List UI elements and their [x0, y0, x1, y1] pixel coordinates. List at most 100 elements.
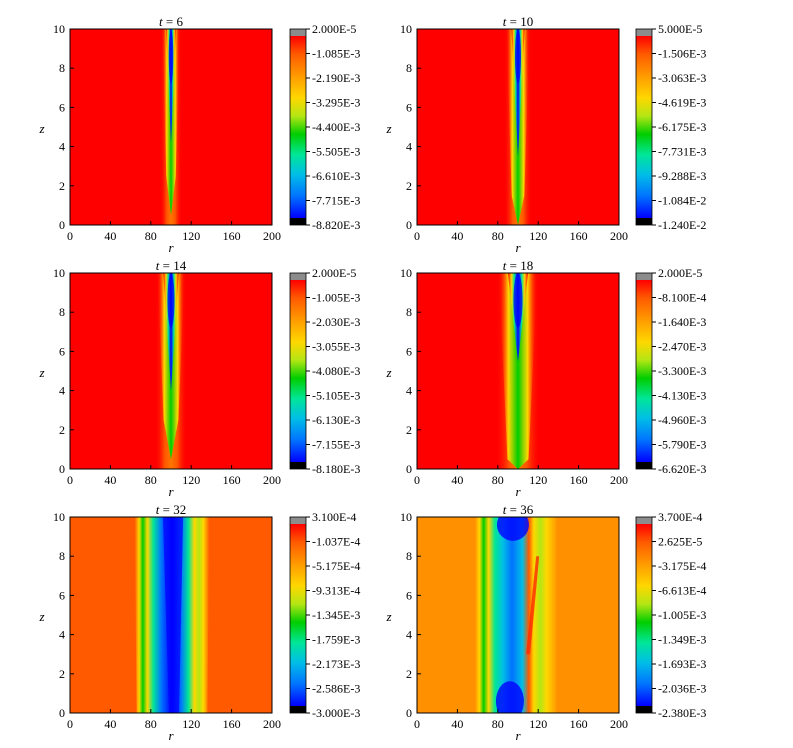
heatmap-field — [70, 517, 272, 713]
y-tick-label: 4 — [59, 384, 65, 398]
panel-title-value: = 36 — [506, 502, 533, 517]
y-tick-label: 0 — [406, 462, 412, 476]
y-tick-label: 6 — [59, 588, 65, 602]
y-tick-label: 4 — [59, 628, 65, 642]
y-tick-label: 10 — [53, 22, 65, 36]
colorbar-label: -5.175E-4 — [312, 559, 360, 573]
y-tick-label: 2 — [406, 667, 412, 681]
colorbar-label: -6.175E-3 — [658, 120, 706, 134]
colorbar-bottom-swatch — [636, 462, 652, 469]
x-axis-label: r — [168, 240, 174, 255]
colorbar-label: -3.300E-3 — [658, 364, 706, 378]
heatmap-field — [417, 29, 619, 225]
y-axis-label: z — [38, 365, 44, 380]
colorbar-label: -7.155E-3 — [312, 438, 360, 452]
colorbar-label: -2.470E-3 — [658, 340, 706, 354]
x-tick-label: 0 — [414, 229, 420, 243]
colorbar-top-swatch — [290, 517, 306, 524]
colorbar-label: -1.037E-4 — [312, 535, 360, 549]
panel-title-value: = 6 — [163, 14, 184, 29]
y-axis-label: z — [385, 365, 391, 380]
x-tick-label: 160 — [223, 473, 241, 487]
x-axis-label: r — [515, 728, 521, 743]
y-tick-label: 10 — [53, 266, 65, 280]
panel-title: t = 36 — [503, 502, 534, 517]
colorbar-label: -3.000E-3 — [312, 706, 360, 720]
panel-title-var: t — [156, 502, 160, 517]
y-tick-label: 8 — [406, 305, 412, 319]
panel-title-value: = 32 — [159, 502, 186, 517]
x-tick-label: 120 — [182, 717, 200, 731]
heatmap-field — [417, 517, 619, 713]
panel-title: t = 10 — [503, 14, 533, 29]
y-tick-label: 8 — [406, 61, 412, 75]
y-tick-label: 0 — [406, 218, 412, 232]
panel-t-14: 0 40 80 120 160 200 0 2 4 6 8 10 r z t = 14 2.000E-5 -1.… — [38, 258, 360, 499]
colorbar-ramp — [290, 36, 306, 218]
y-tick-label: 8 — [406, 549, 412, 563]
x-axis-label: r — [515, 484, 521, 499]
colorbar-ramp — [636, 36, 652, 218]
colorbar-label: -2.190E-3 — [312, 71, 360, 85]
panel-title: t = 6 — [159, 14, 183, 29]
core-minimum-top — [496, 517, 529, 541]
colorbar: 3.100E-4 -1.037E-4 -5.175E-4 -9.313E-4 -1.34… — [289, 510, 360, 720]
colorbar-label: -1.640E-3 — [658, 315, 706, 329]
colorbar-label: 2.000E-5 — [658, 266, 702, 280]
heatmap-field — [70, 273, 272, 469]
y-tick-label: 0 — [59, 218, 65, 232]
colorbar-label: -1.759E-3 — [312, 633, 360, 647]
y-tick-label: 6 — [406, 344, 412, 358]
colorbar-label: -8.820E-3 — [312, 218, 360, 232]
x-tick-label: 200 — [263, 473, 281, 487]
core-region — [475, 517, 557, 713]
panel-title: t = 32 — [156, 502, 186, 517]
colorbar-label: 3.100E-4 — [312, 510, 356, 524]
core-minimum-bottom — [495, 681, 524, 713]
colorbar-bottom-swatch — [636, 706, 652, 713]
colorbar-label: -4.960E-3 — [658, 413, 706, 427]
colorbar-bottom-swatch — [290, 706, 306, 713]
colorbar-label: -7.731E-3 — [658, 145, 706, 159]
plot-frame — [416, 28, 620, 226]
colorbar-label: -3.175E-4 — [658, 559, 706, 573]
y-tick-label: 0 — [406, 706, 412, 720]
core-minimum — [168, 29, 174, 84]
panel-title-var: t — [156, 258, 160, 273]
colorbar-bottom-swatch — [290, 218, 306, 225]
colorbar-label: -7.715E-3 — [312, 194, 360, 208]
panel-title-value: = 10 — [506, 14, 533, 29]
colorbar-label: -4.400E-3 — [312, 120, 360, 134]
x-tick-label: 40 — [104, 229, 116, 243]
x-tick-label: 80 — [492, 229, 504, 243]
y-tick-label: 0 — [59, 706, 65, 720]
x-tick-label: 80 — [492, 717, 504, 731]
x-tick-label: 40 — [104, 717, 116, 731]
y-tick-label: 8 — [59, 61, 65, 75]
panel-t-36: 0 40 80 120 160 200 0 2 4 6 8 10 r z t = 36 3.700E-4 2.6… — [385, 502, 706, 743]
colorbar-label: 3.700E-4 — [658, 510, 702, 524]
x-tick-label: 40 — [104, 473, 116, 487]
colorbar-label: -5.105E-3 — [312, 389, 360, 403]
y-axis-label: z — [385, 609, 391, 624]
x-tick-label: 0 — [414, 473, 420, 487]
y-tick-label: 4 — [59, 140, 65, 154]
x-tick-label: 0 — [67, 717, 73, 731]
colorbar: 2.000E-5 -1.005E-3 -2.030E-3 -3.055E-3 -4.08… — [289, 266, 360, 476]
shell-region — [498, 273, 538, 469]
plot-frame — [416, 516, 620, 714]
colorbar-label: -2.586E-3 — [312, 682, 360, 696]
x-tick-label: 120 — [182, 229, 200, 243]
x-tick-label: 40 — [451, 717, 463, 731]
x-tick-label: 0 — [414, 717, 420, 731]
colorbar-ramp — [636, 280, 652, 462]
colorbar-ramp — [290, 524, 306, 706]
y-tick-label: 10 — [400, 22, 412, 36]
heatmap-field — [417, 273, 619, 469]
panel-title-var: t — [503, 502, 507, 517]
colorbar-top-swatch — [290, 29, 306, 36]
y-tick-label: 8 — [59, 549, 65, 563]
colorbar-ramp — [636, 524, 652, 706]
x-tick-label: 160 — [570, 229, 588, 243]
